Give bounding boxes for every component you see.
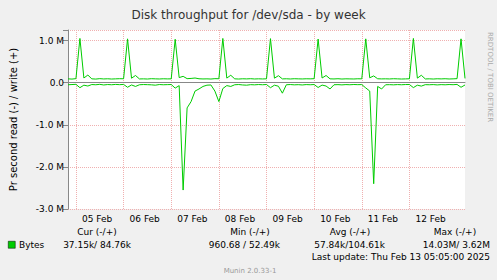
svg-text:960.68 / 52.49k: 960.68 / 52.49k <box>209 240 281 250</box>
svg-text:Pr second read (-) / write (+): Pr second read (-) / write (+) <box>8 48 19 191</box>
svg-text:12 Feb: 12 Feb <box>415 214 446 224</box>
svg-text:-1.0 M: -1.0 M <box>36 120 64 130</box>
svg-text:Munin 2.0.33-1: Munin 2.0.33-1 <box>224 267 277 275</box>
svg-text:-3.0 M: -3.0 M <box>36 204 64 214</box>
svg-text:06 Feb: 06 Feb <box>130 214 161 224</box>
svg-text:Min (-/+): Min (-/+) <box>230 227 270 237</box>
svg-text:05 Feb: 05 Feb <box>82 214 113 224</box>
svg-text:Last update: Thu Feb 13 05:05:: Last update: Thu Feb 13 05:05:00 2025 <box>312 252 490 262</box>
svg-text:09 Feb: 09 Feb <box>273 214 304 224</box>
svg-text:14.03M/ 3.62M: 14.03M/ 3.62M <box>423 240 490 250</box>
svg-text:10 Feb: 10 Feb <box>320 214 351 224</box>
svg-text:37.15k/ 84.76k: 37.15k/ 84.76k <box>63 240 132 250</box>
svg-text:07 Feb: 07 Feb <box>177 214 208 224</box>
svg-text:Avg (-/+): Avg (-/+) <box>330 227 370 237</box>
svg-text:Disk throughput for /dev/sda -: Disk throughput for /dev/sda - by week <box>131 8 365 22</box>
svg-text:RRDTOOL / TOBI OETIKER: RRDTOOL / TOBI OETIKER <box>486 32 494 122</box>
svg-text:11 Feb: 11 Feb <box>368 214 399 224</box>
svg-text:0.0: 0.0 <box>50 78 65 88</box>
svg-text:Max (-/+): Max (-/+) <box>434 227 476 237</box>
svg-text:08 Feb: 08 Feb <box>225 214 256 224</box>
svg-text:57.84k/104.61k: 57.84k/104.61k <box>314 240 386 250</box>
svg-text:1.0 M: 1.0 M <box>39 36 64 46</box>
svg-text:Cur (-/+): Cur (-/+) <box>77 227 116 237</box>
svg-text:Bytes: Bytes <box>19 240 45 250</box>
svg-text:-2.0 M: -2.0 M <box>36 162 64 172</box>
